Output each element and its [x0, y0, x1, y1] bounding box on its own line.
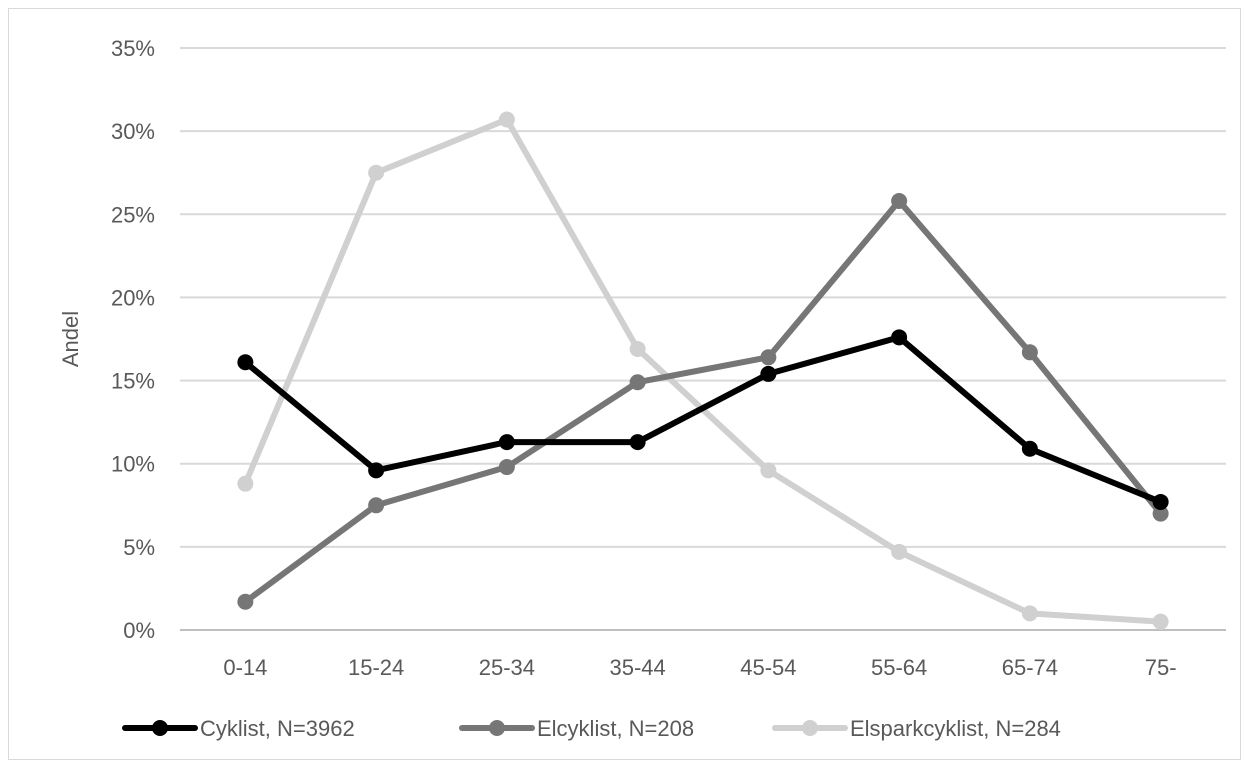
legend: Cyklist, N=3962 Elcyklist, N=208 Elsparkcy…: [122, 716, 1061, 741]
data-point: [760, 349, 777, 366]
y-tick-label: 15%: [111, 369, 155, 394]
legend-label: Elsparkcyklist, N=284: [850, 716, 1061, 741]
data-point: [891, 543, 908, 560]
x-tick-label: 15-24: [348, 655, 404, 680]
data-point: [498, 459, 515, 476]
series-line: [242, 334, 1164, 505]
legend-marker: [802, 720, 818, 736]
data-point: [1021, 344, 1038, 361]
y-axis-title: Andel: [58, 311, 83, 367]
data-point: [368, 462, 385, 479]
data-point: [1021, 605, 1038, 622]
y-axis-tick-labels: 0% 5% 10% 15% 20% 25% 30% 35%: [111, 36, 155, 643]
legend-marker: [152, 720, 168, 736]
data-point: [629, 340, 646, 357]
legend-label: Cyklist, N=3962: [200, 716, 355, 741]
data-point: [1021, 440, 1038, 457]
data-point: [237, 593, 254, 610]
data-point: [629, 434, 646, 451]
x-tick-label: 45-54: [740, 655, 796, 680]
data-point: [760, 462, 777, 479]
y-tick-label: 20%: [111, 285, 155, 310]
data-point: [629, 374, 646, 391]
data-point: [891, 329, 908, 346]
data-point: [1152, 493, 1169, 510]
data-point: [498, 434, 515, 451]
series-cyklist: [237, 329, 1169, 510]
legend-marker: [489, 720, 505, 736]
gridlines: [180, 47, 1226, 631]
y-tick-label: 25%: [111, 202, 155, 227]
data-point: [891, 192, 908, 209]
x-tick-label: 25-34: [479, 655, 535, 680]
data-point: [237, 475, 254, 492]
x-tick-label: 0-14: [223, 655, 267, 680]
y-tick-label: 35%: [111, 36, 155, 61]
legend-label: Elcyklist, N=208: [537, 716, 694, 741]
legend-item: Elsparkcyklist, N=284: [772, 716, 1061, 741]
series-elcyklist: [237, 192, 1169, 610]
x-tick-label: 65-74: [1002, 655, 1058, 680]
data-point: [498, 111, 515, 128]
x-axis-tick-labels: 0-14 15-24 25-34 35-44 45-54 55-64 65-74 75-: [223, 655, 1176, 680]
x-tick-label: 35-44: [609, 655, 665, 680]
series-lines: [237, 111, 1169, 630]
data-point: [368, 164, 385, 181]
legend-item: Cyklist, N=3962: [122, 716, 355, 741]
x-tick-label: 55-64: [871, 655, 927, 680]
y-tick-label: 0%: [123, 618, 155, 643]
legend-item: Elcyklist, N=208: [459, 716, 694, 741]
data-point: [237, 354, 254, 371]
y-tick-label: 30%: [111, 119, 155, 144]
y-tick-label: 5%: [123, 535, 155, 560]
data-point: [368, 497, 385, 514]
data-point: [1152, 613, 1169, 630]
data-point: [1152, 505, 1169, 522]
data-point: [760, 365, 777, 382]
series-line: [242, 197, 1164, 605]
y-tick-label: 10%: [111, 452, 155, 477]
x-tick-label: 75-: [1145, 655, 1177, 680]
chart-area: [8, 8, 1241, 760]
